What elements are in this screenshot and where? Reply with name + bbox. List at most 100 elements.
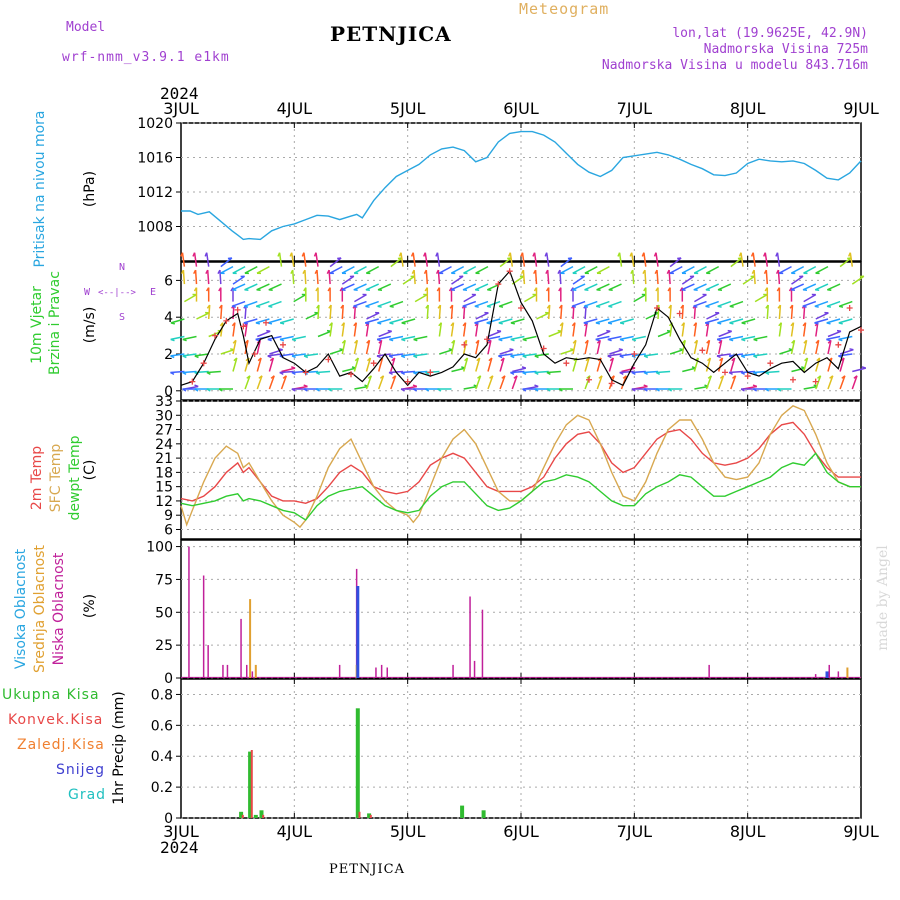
- low_cloud-bar: [240, 618, 242, 678]
- wind-arrow-head: [584, 289, 589, 292]
- wind-arrow: [693, 300, 707, 308]
- wind-arrow-head: [693, 322, 697, 327]
- low_cloud-bar: [837, 671, 840, 678]
- wind-arrow-head: [533, 287, 538, 292]
- wind-arrow-head: [729, 338, 734, 342]
- wind-arrow: [463, 265, 477, 274]
- wind-arrow-head: [558, 388, 563, 392]
- wind-arrow: [402, 275, 416, 285]
- wind-arrow: [232, 357, 238, 372]
- wind-arrow-head: [815, 339, 820, 344]
- wind-arrow: [425, 270, 429, 285]
- wind-arrow-head: [570, 287, 574, 292]
- wind-arrow-head: [740, 388, 745, 392]
- wind-arrow: [268, 375, 275, 390]
- wind-arrow-head: [510, 355, 515, 359]
- wind-arrow: [256, 340, 261, 355]
- wind-arrow: [791, 275, 804, 285]
- wind-arrow: [560, 305, 563, 320]
- wind-arrow: [717, 357, 724, 372]
- wind-arrow: [717, 300, 732, 308]
- gust-marker: [676, 310, 683, 317]
- wind-arrow: [827, 357, 833, 372]
- wind-arrow: [752, 252, 756, 267]
- wind-arrow: [778, 305, 782, 320]
- wind-arrow-head: [509, 348, 514, 351]
- ytick-label-precip: 0.4: [151, 749, 173, 765]
- wind-arrow: [462, 300, 477, 308]
- wind-arrow-head: [827, 339, 832, 344]
- wind-arrow-head: [643, 384, 648, 388]
- wind-arrow-head: [290, 269, 294, 275]
- wind-arrow-head: [392, 375, 397, 379]
- wind-arrow: [194, 370, 209, 374]
- wind-arrow-head: [424, 287, 428, 292]
- wind-arrow-head: [170, 355, 175, 359]
- wind-arrow-head: [741, 322, 746, 325]
- wind-arrow-head: [279, 371, 284, 375]
- wind-arrow: [790, 340, 796, 355]
- wind-arrow: [328, 270, 331, 285]
- wind-arrow: [291, 270, 295, 285]
- wind-arrow-head: [643, 355, 649, 359]
- wind-arrow: [487, 375, 494, 390]
- wind-arrow-head: [826, 305, 832, 308]
- wind-arrow-head: [841, 375, 846, 379]
- wind-arrow-head: [618, 348, 623, 351]
- ytick-label-pressure: 1008: [137, 220, 173, 236]
- wind-arrow: [316, 270, 319, 285]
- wind-arrow: [694, 293, 707, 303]
- wind-arrow-head: [268, 305, 273, 308]
- wind-arrow: [510, 335, 525, 341]
- wind-arrow: [499, 357, 505, 372]
- wind-arrow: [790, 322, 795, 337]
- wind-arrow-head: [752, 371, 758, 375]
- wind-arrow: [717, 318, 732, 324]
- wind-arrow-head: [410, 252, 414, 257]
- compass-e: E: [150, 287, 157, 298]
- wind-arrow-head: [435, 269, 440, 275]
- wind-arrow-head: [777, 304, 782, 309]
- wind-arrow-head: [303, 384, 308, 388]
- wind-arrow-head: [729, 305, 734, 308]
- wind-arrow-head: [836, 329, 842, 333]
- wind-arrow: [244, 322, 248, 337]
- wind-arrow-head: [583, 305, 589, 308]
- low_cloud-bar: [469, 596, 471, 678]
- wind-arrow: [220, 265, 234, 274]
- wind-arrow-head: [354, 357, 359, 362]
- wind-speed-line: [180, 270, 862, 387]
- wind-arrow: [413, 370, 428, 374]
- wind-arrow-head: [705, 305, 710, 308]
- wind-arrow: [220, 348, 235, 355]
- wind-arrow-head: [170, 371, 175, 375]
- mid_cloud-bar: [249, 599, 252, 678]
- legend-hail: Grad: [68, 787, 107, 803]
- wind-arrow-head: [449, 304, 454, 309]
- wind-arrow-head: [803, 339, 808, 344]
- wind-arrow: [826, 283, 841, 291]
- panel-frame-temperature: [180, 400, 862, 540]
- total_precip-bar: [367, 813, 372, 818]
- wind-arrow-head: [631, 371, 636, 375]
- wind-arrow-head: [269, 357, 274, 362]
- wind-arrow-head: [716, 355, 721, 359]
- x-date-label-top: 5JUL: [390, 99, 426, 118]
- wind-arrow-head: [583, 322, 588, 325]
- wind-arrow: [401, 335, 416, 341]
- wind-arrow: [802, 357, 809, 372]
- wind-arrow: [243, 318, 258, 324]
- wind-arrow: [366, 312, 380, 320]
- year-top: 2024: [160, 84, 199, 103]
- wind-arrow: [194, 353, 209, 357]
- wind-arrow: [730, 375, 737, 390]
- ytick-label-clouds: 50: [155, 605, 173, 621]
- wind-arrow: [255, 318, 270, 324]
- wind-arrow: [220, 322, 224, 337]
- wind-arrow: [510, 318, 525, 324]
- wind-arrow: [754, 293, 768, 303]
- elevation: Nadmorska Visina 725m: [703, 42, 868, 57]
- wind-arrow: [572, 265, 586, 274]
- wind-arrow-head: [391, 357, 396, 362]
- wind-arrow: [595, 300, 610, 308]
